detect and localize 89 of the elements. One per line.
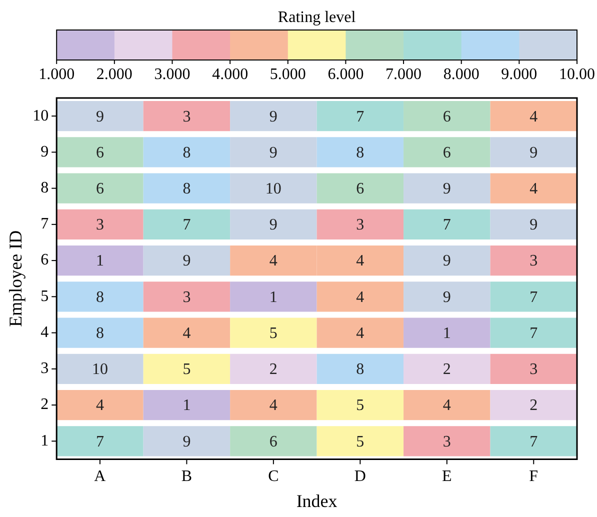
data-label: 9 [269,216,278,234]
y-tick-label: 8 [40,180,49,197]
color-bar-title: Rating level [278,9,356,26]
x-tick-label: F [529,468,538,486]
x-tick-label: E [442,468,452,486]
data-label: 8 [356,144,364,162]
data-label: 9 [269,144,278,162]
data-label: 9 [442,180,451,198]
data-label: 7 [530,288,538,306]
data-label: 6 [96,180,104,198]
data-label: 4 [356,252,364,270]
color-bar-label: 10.00 [559,66,595,84]
x-tick-label: C [268,468,279,486]
data-label: 4 [269,397,278,414]
data-label: 4 [530,180,538,198]
data-label: 8 [96,324,104,342]
data-label: 3 [96,216,104,234]
x-axis-title: Index [296,490,338,511]
data-label: 7 [356,108,364,126]
data-label: 3 [356,216,364,234]
color-bar-label: 6.000 [328,66,364,84]
data-label: 6 [96,144,104,162]
data-label: 2 [530,397,538,414]
y-axis-title: Employee ID [6,230,26,327]
y-tick-label: 3 [40,360,49,378]
data-label: 7 [530,324,538,342]
data-label: 8 [96,288,104,306]
data-label: 8 [356,361,364,378]
color-bar-label: 3.000 [154,66,190,84]
data-label: 6 [356,180,364,198]
color-bar-label: 9.000 [501,66,538,84]
data-label: 6 [442,144,451,162]
data-label: 3 [182,108,191,126]
data-label: 9 [442,288,451,306]
data-label: 5 [356,433,364,450]
data-label: 7 [530,433,538,450]
data-label: 10 [265,180,282,198]
data-label: 6 [269,433,278,450]
data-label: 9 [96,108,104,126]
data-label: 9 [530,216,538,234]
y-tick-label: 9 [40,143,49,160]
data-label: 5 [269,324,278,342]
color-bar-label: 2.000 [96,66,132,84]
y-tick-label: 1 [40,432,49,450]
data-label: 9 [182,252,191,270]
data-label: 8 [182,180,191,198]
data-label: 9 [442,252,451,270]
data-label: 7 [182,216,191,234]
y-tick-label: 10 [32,107,49,124]
data-label: 6 [442,108,451,126]
data-label: 2 [442,361,451,378]
x-tick-label: B [181,468,192,486]
data-label: 1 [442,324,451,342]
data-label: 2 [269,361,278,378]
y-tick-label: 2 [40,396,49,414]
data-label: 5 [356,397,364,414]
y-tick-label: 7 [40,216,49,233]
x-tick-label: D [354,468,366,486]
data-label: 1 [269,288,278,306]
color-bar-label: 7.000 [386,66,422,84]
data-label: 4 [356,288,364,306]
color-bar-label: 1.000 [38,66,75,84]
data-label: 8 [182,144,191,162]
data-label: 4 [182,324,191,342]
data-label: 4 [356,324,364,342]
data-label: 1 [96,252,104,270]
data-label: 7 [96,433,104,450]
data-label: 4 [530,108,538,126]
data-label: 4 [96,397,104,414]
data-label: 4 [442,397,451,414]
data-label: 10 [92,361,108,378]
color-bar-label: 5.000 [270,66,306,84]
data-label: 9 [182,433,191,450]
data-label: 4 [269,252,278,270]
data-label: 9 [269,108,278,126]
y-tick-label: 6 [40,252,49,269]
data-label: 9 [530,144,538,162]
data-label: 3 [530,252,538,270]
y-tick-label: 4 [40,324,49,341]
data-label: 7 [442,216,451,234]
data-label: 3 [182,288,191,306]
x-tick-label: A [94,468,106,486]
color-bar-label: 4.000 [212,66,248,84]
data-label: 3 [530,361,538,378]
data-label: 5 [182,361,191,378]
data-label: 1 [182,397,191,414]
data-label: 3 [442,433,451,450]
y-tick-label: 5 [40,288,49,305]
color-bar-label: 8.000 [443,66,480,84]
